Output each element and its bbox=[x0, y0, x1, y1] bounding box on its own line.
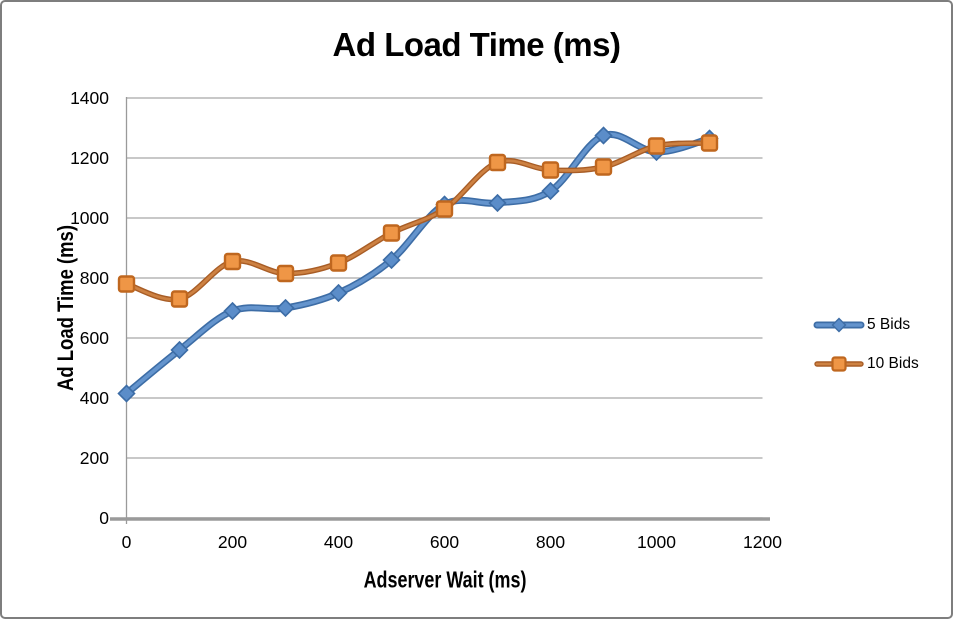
y-tick-label: 1400 bbox=[70, 88, 109, 108]
y-tick-label: 600 bbox=[79, 328, 109, 348]
y-tick-label: 800 bbox=[79, 268, 109, 288]
series-10-bids-marker bbox=[541, 161, 560, 179]
y-tick-label: 1000 bbox=[70, 208, 109, 228]
series-10-bids-marker bbox=[647, 137, 666, 155]
series-5-bids-line bbox=[123, 130, 713, 397]
series-5-bids-marker bbox=[488, 193, 507, 213]
legend-label-5-bids: 5 Bids bbox=[867, 316, 911, 333]
series-10-bids-marker bbox=[435, 200, 454, 218]
legend-item-10-bids: 10 Bids bbox=[813, 355, 919, 373]
line-diamond-marker-icon bbox=[813, 317, 865, 333]
series-5-bids-marker bbox=[329, 283, 348, 303]
series-10-bids-marker bbox=[223, 252, 242, 271]
y-tick-label: 1200 bbox=[70, 148, 109, 168]
x-tick-label: 200 bbox=[217, 532, 248, 552]
x-tick-label: 400 bbox=[323, 532, 354, 552]
y-axis-title: Ad Load Time (ms) bbox=[53, 224, 78, 392]
chart-title: Ad Load Time (ms) bbox=[332, 26, 621, 63]
series-5-bids-marker bbox=[276, 298, 295, 318]
series-5-bids-line-highlight bbox=[124, 132, 712, 396]
x-tick-label: 800 bbox=[535, 532, 566, 552]
y-tick-label: 400 bbox=[79, 388, 109, 408]
series-10-bids-marker bbox=[329, 254, 348, 272]
series-5-bids-marker bbox=[541, 181, 560, 201]
series-10-bids-marker bbox=[170, 290, 189, 308]
line-square-marker-icon bbox=[814, 356, 864, 372]
legend-item-5-bids: 5 Bids bbox=[813, 316, 910, 334]
x-tick-label: 1200 bbox=[743, 532, 782, 552]
series-10-bids-marker bbox=[382, 224, 401, 242]
series-5-bids-marker bbox=[117, 384, 136, 403]
series-10-bids-marker bbox=[594, 158, 613, 176]
series-5-bids-marker bbox=[170, 340, 189, 360]
x-tick-label: 600 bbox=[429, 532, 460, 552]
series-10-bids-marker bbox=[488, 153, 507, 172]
legend-label-10-bids: 10 Bids bbox=[867, 355, 919, 372]
series-5-bids-marker bbox=[382, 250, 401, 270]
series-5-bids-marker bbox=[223, 301, 242, 321]
x-tick-label: 0 bbox=[121, 532, 132, 552]
y-tick-label: 200 bbox=[79, 448, 109, 468]
series-10-bids-marker bbox=[117, 275, 136, 293]
y-tick-label: 0 bbox=[99, 508, 109, 528]
series-5-bids-marker bbox=[594, 126, 613, 145]
x-axis-title: Adserver Wait (ms) bbox=[363, 566, 527, 593]
x-tick-label: 1000 bbox=[637, 532, 676, 552]
series-10-bids-marker bbox=[276, 264, 295, 283]
series-10-bids-marker bbox=[700, 134, 719, 152]
